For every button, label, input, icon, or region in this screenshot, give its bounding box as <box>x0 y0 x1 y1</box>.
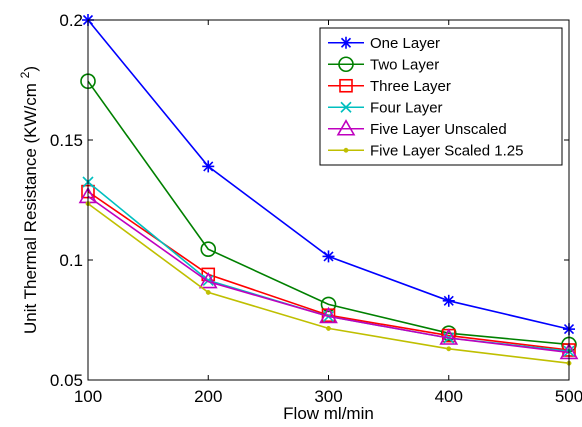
data-point <box>326 325 331 331</box>
y-axis-label-superscript: 2 <box>18 71 32 78</box>
legend-marker <box>340 101 352 113</box>
data-point <box>319 306 338 324</box>
data-point <box>202 160 215 173</box>
series-4 <box>78 186 579 360</box>
legend-item: One Layer <box>328 35 440 52</box>
legend-marker <box>343 147 349 153</box>
legend-marker <box>336 119 356 136</box>
legend-box <box>319 27 563 166</box>
legend: One Layer Two Layer Three Layer Four Layer F… <box>319 27 563 166</box>
data-point <box>200 241 217 257</box>
legend-label: Five Layer Unscaled <box>370 121 507 138</box>
x-axis-label: Flow ml/min <box>283 404 374 423</box>
data-point <box>442 294 455 307</box>
data-point <box>439 328 459 345</box>
data-point <box>322 250 335 263</box>
legend-item: Four Layer <box>328 99 443 116</box>
data-point <box>198 271 218 289</box>
legend-label: One Layer <box>370 35 440 52</box>
data-point <box>202 274 214 286</box>
data-point <box>205 289 211 295</box>
data-point <box>440 325 457 342</box>
y-axis-label: Unit Thermal Resistance (KW/cm 2) <box>18 66 40 334</box>
legend-item: Three Layer <box>328 78 451 95</box>
legend-item: Five Layer Unscaled <box>328 119 507 138</box>
x-tick-label: 100 <box>74 387 102 406</box>
data-point <box>446 346 452 352</box>
legend-marker <box>340 36 352 49</box>
y-axis-label-suffix: ) <box>21 66 40 72</box>
y-tick-label: 0.05 <box>50 371 83 390</box>
y-axis-label-text: Unit Thermal Resistance (KW/cm <box>21 83 40 334</box>
ticks-layer: 100 200 300 400 500 0.05 0.1 0.15 0.2 <box>50 11 582 406</box>
legend-label: Three Layer <box>370 78 451 95</box>
y-tick-label: 0.2 <box>59 11 83 30</box>
legend-item: Two Layer <box>328 56 439 73</box>
x-tick-label: 200 <box>194 387 222 406</box>
y-tick-label: 0.15 <box>50 131 83 150</box>
x-tick-label: 400 <box>435 387 463 406</box>
legend-marker <box>339 78 353 93</box>
legend-item: Five Layer Scaled 1.25 <box>328 142 523 159</box>
legend-label: Four Layer <box>370 99 443 116</box>
x-tick-label: 500 <box>555 387 582 406</box>
series-line <box>87 195 570 354</box>
legend-marker <box>338 56 354 73</box>
series-line <box>87 80 570 346</box>
series-0 <box>82 14 575 336</box>
x-tick-label: 300 <box>314 387 342 406</box>
y-tick-label: 0.1 <box>59 251 83 270</box>
legend-label: Two Layer <box>370 56 439 73</box>
data-point <box>320 296 337 313</box>
legend-label: Five Layer Scaled 1.25 <box>370 142 523 159</box>
